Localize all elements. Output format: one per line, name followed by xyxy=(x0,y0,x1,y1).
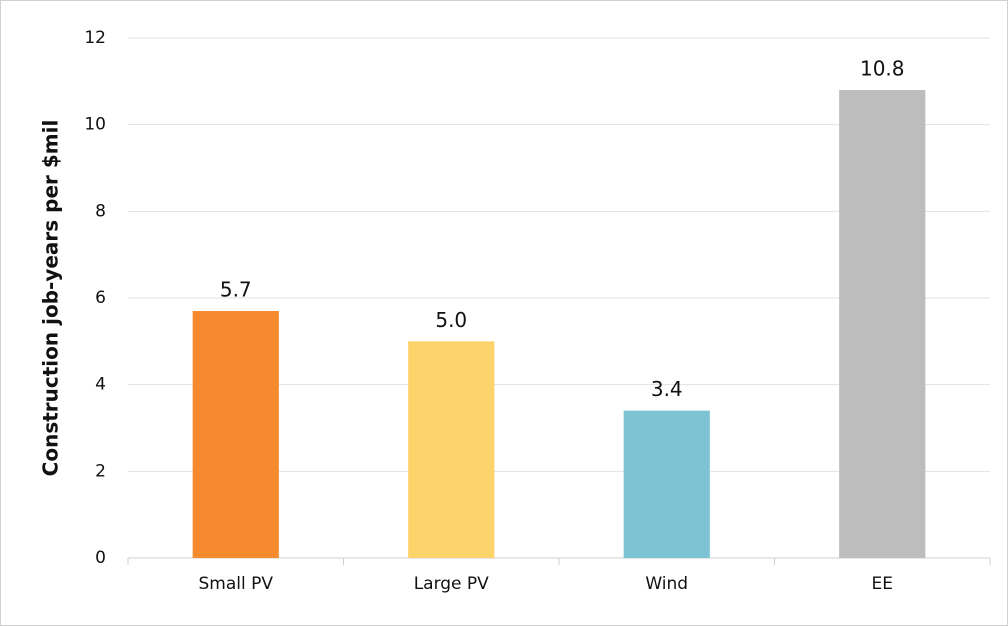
y-tick-label: 6 xyxy=(95,288,106,308)
x-tick-label: Wind xyxy=(645,574,688,594)
y-tick-label: 0 xyxy=(95,548,106,568)
x-tick-label: Small PV xyxy=(199,574,274,594)
bar xyxy=(192,311,279,558)
bar xyxy=(408,341,495,558)
value-label: 5.0 xyxy=(435,308,467,332)
y-tick-label: 8 xyxy=(95,201,106,221)
x-tick-label: Large PV xyxy=(414,574,489,594)
value-label: 3.4 xyxy=(651,377,683,401)
x-tick-label: EE xyxy=(872,574,893,594)
y-tick-label: 10 xyxy=(84,115,106,135)
y-tick-label: 12 xyxy=(84,28,106,48)
value-label: 10.8 xyxy=(860,57,905,81)
value-label: 5.7 xyxy=(220,278,252,302)
y-tick-label: 2 xyxy=(95,461,106,481)
y-tick-label: 4 xyxy=(95,375,106,395)
bar xyxy=(839,90,926,558)
bar xyxy=(623,410,710,558)
y-axis-title: Construction job-years per $mil xyxy=(39,120,63,477)
